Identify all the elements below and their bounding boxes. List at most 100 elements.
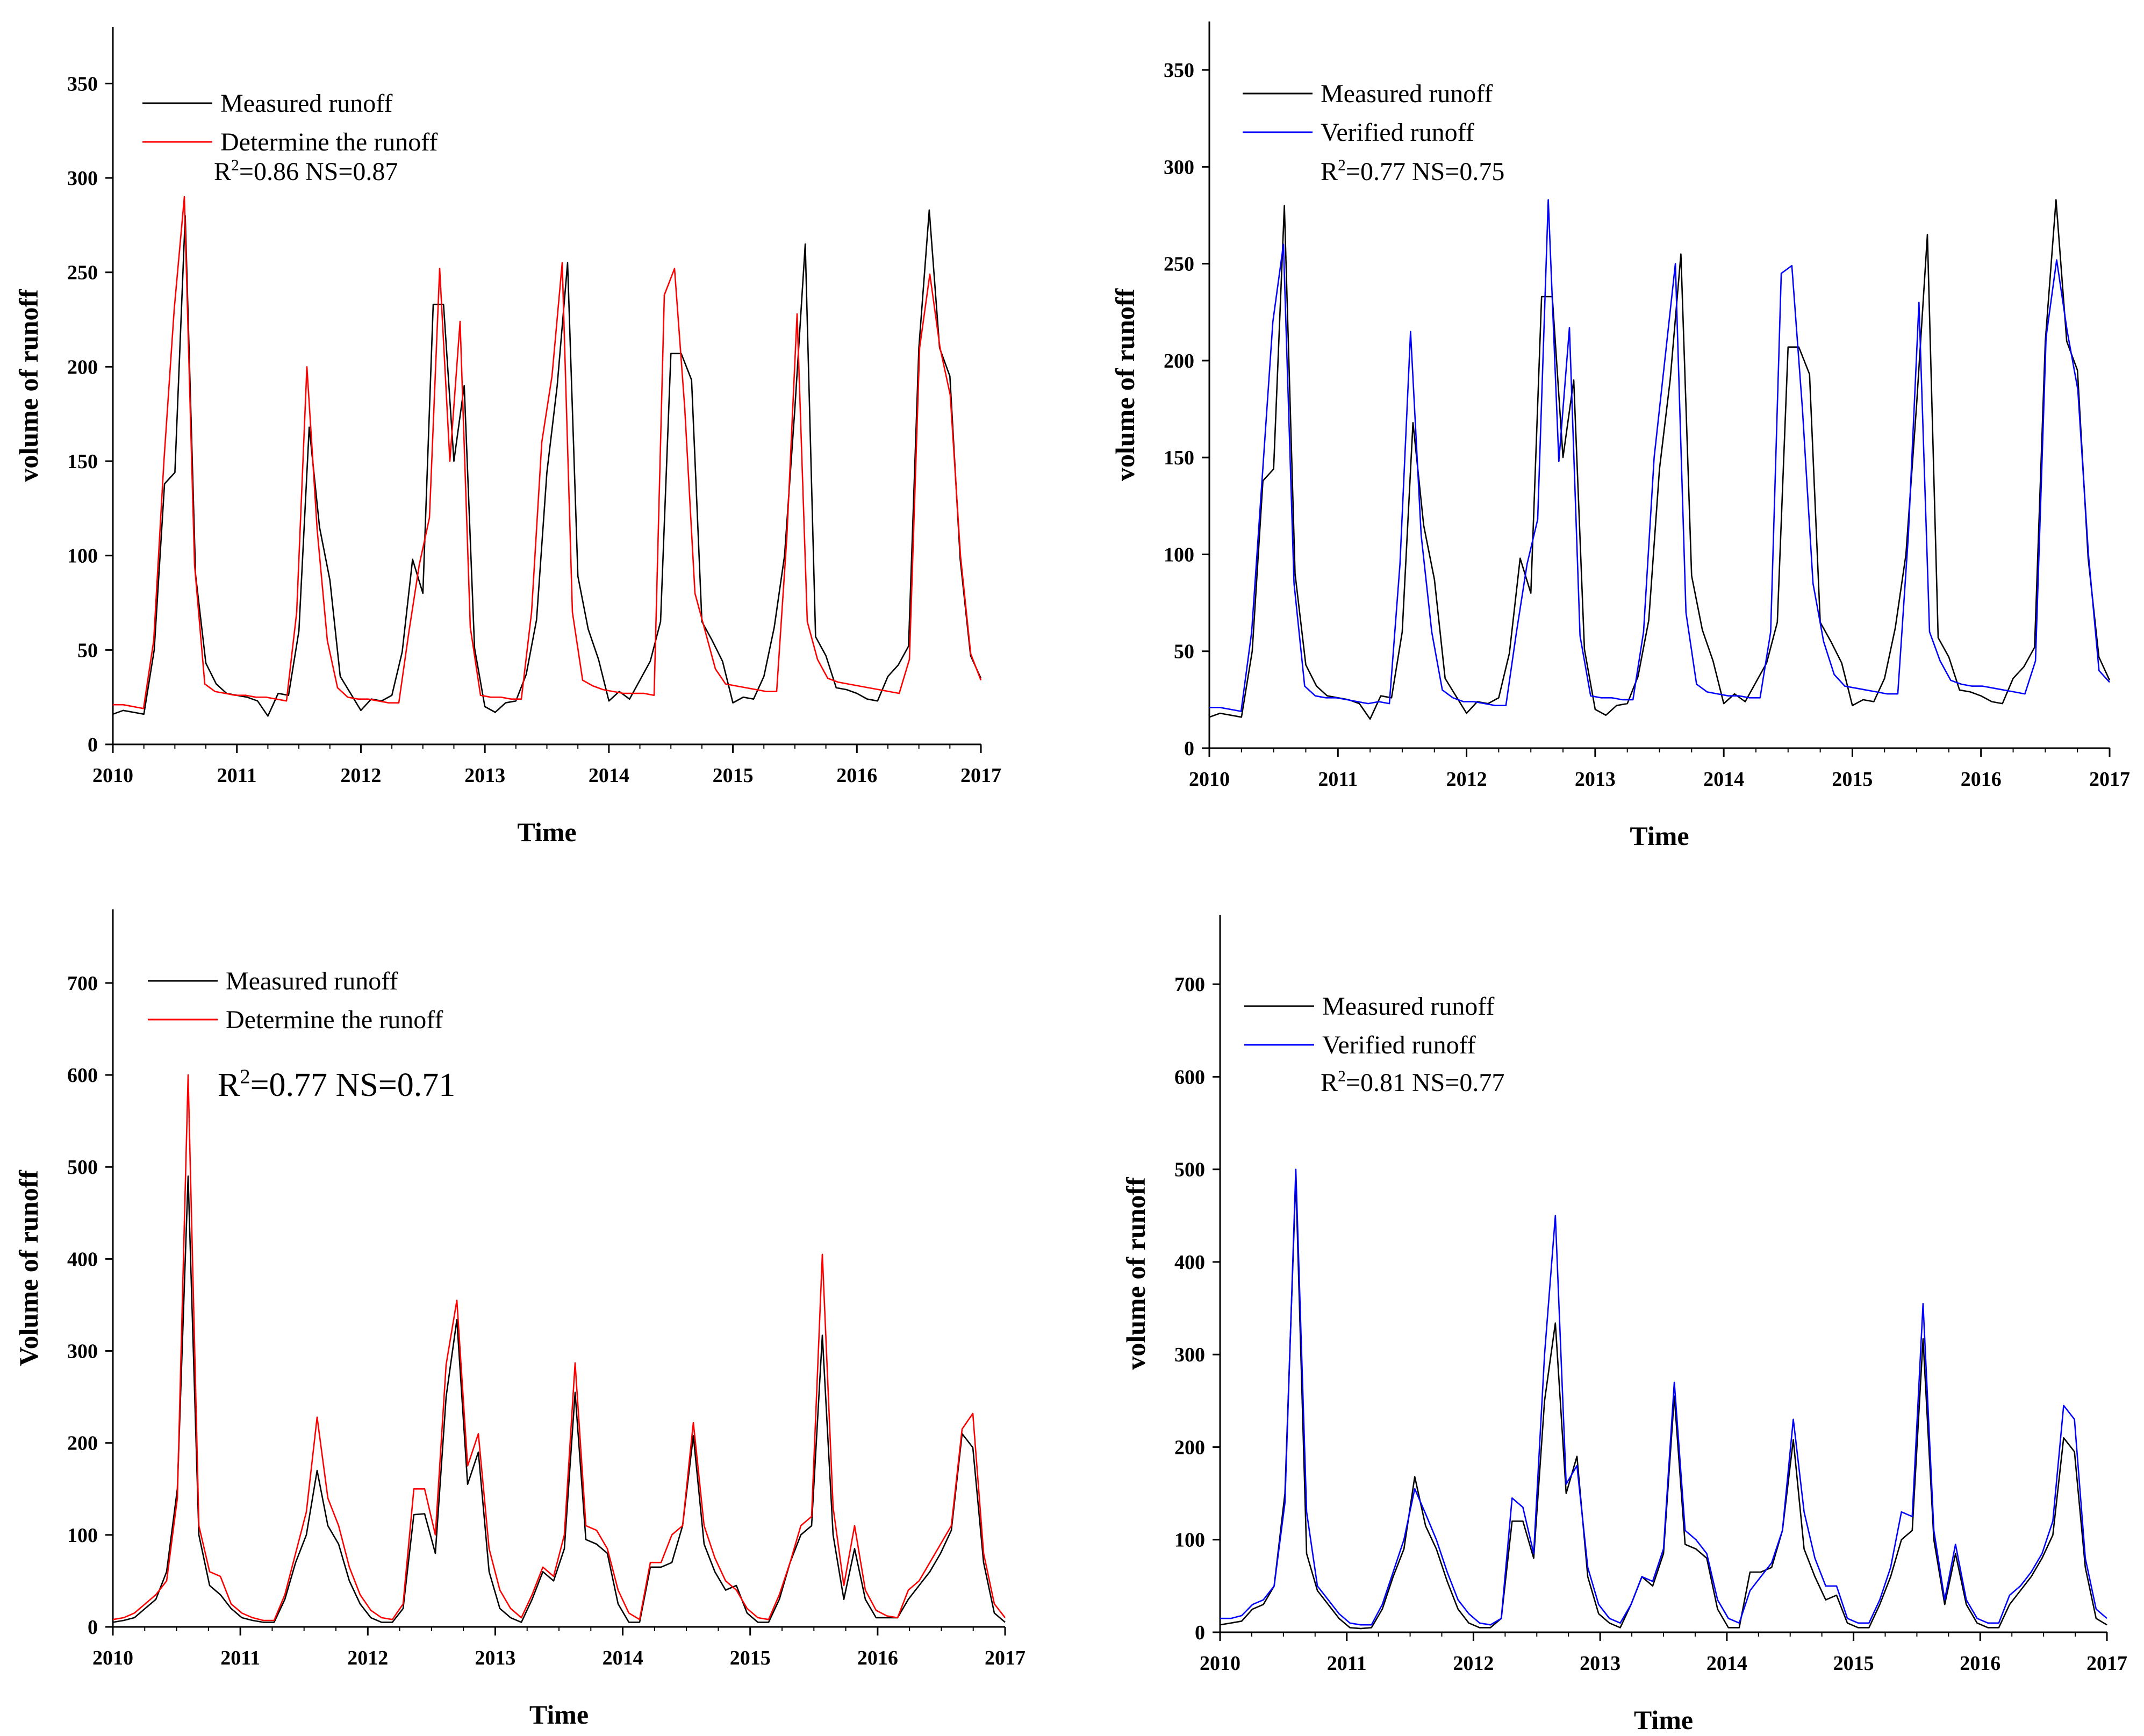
x-tick-label: 2016 [836,764,877,787]
x-tick-label: 2010 [1189,768,1230,791]
y-tick-label: 0 [1195,1622,1205,1644]
stats-annotation: R2=0.81 NS=0.77 [1321,1067,1504,1097]
stats-ns-value: NS=0.75 [1412,157,1504,186]
legend-label: Measured runoff [1321,80,1493,108]
y-tick-label: 200 [67,356,98,378]
x-axis-title: Time [517,817,576,847]
legend-label: Verified runoff [1321,118,1474,147]
x-tick-label: 2012 [340,764,381,787]
y-tick-label: 700 [67,972,98,995]
y-tick-label: 0 [88,1616,98,1639]
x-tick-label: 2014 [1706,1652,1747,1675]
x-tick-label: 2010 [92,1647,133,1669]
y-tick-label: 150 [1164,447,1194,469]
y-axis-title: volume of runoff [1121,1177,1151,1370]
series-line-model [1220,1168,2107,1626]
legend-label: Determine the runoff [226,1006,443,1034]
series-line-model [112,1074,1006,1622]
x-tick-label: 2015 [1832,768,1873,791]
chart-svg-top-left: 0 50 100 150 200 250 300 350 2010 2011 2012 2013 201… [13,27,1001,847]
stats-superscript: 2 [1338,156,1346,174]
series-line-model [113,196,982,709]
stats-r-letter: R [1321,1068,1338,1097]
y-tick-label: 0 [88,734,98,756]
y-tick-label: 250 [67,262,98,284]
x-tick-label: 2011 [217,764,257,787]
y-tick-label: 100 [1164,543,1194,566]
y-axis-title: volume of runoff [1110,288,1140,482]
stats-superscript: 2 [231,156,239,174]
y-tick-label: 100 [67,1524,98,1547]
series-line-measured [1220,1178,2107,1630]
stats-r-letter: R [218,1067,240,1103]
legend-label: Measured runoff [226,967,398,995]
stats-r2-value: =0.77 [250,1067,336,1103]
x-axis-title: Time [1630,821,1689,851]
stats-r-letter: R [1321,157,1338,186]
stats-annotation: R2=0.77 NS=0.75 [1321,156,1504,186]
stats-ns-value: NS=0.71 [336,1067,456,1103]
x-tick-label: 2010 [1200,1652,1240,1675]
x-tick-label: 2014 [603,1647,643,1669]
stats-annotation: R2=0.77 NS=0.71 [218,1065,455,1103]
stats-annotation: R2=0.86 NS=0.87 [214,156,398,186]
stats-r-letter: R [214,157,231,186]
x-tick-label: 2015 [1833,1652,1874,1675]
y-tick-label: 50 [1174,641,1194,663]
y-tick-label: 350 [1164,59,1194,82]
y-tick-label: 500 [67,1156,98,1179]
y-tick-label: 300 [1174,1344,1205,1366]
y-tick-label: 200 [1174,1436,1205,1459]
series-line-measured [1209,199,2111,720]
x-tick-label: 2017 [985,1647,1026,1669]
y-tick-label: 250 [1164,253,1194,276]
legend-label: Verified runoff [1322,1031,1476,1059]
x-tick-label: 2010 [92,764,133,787]
x-tick-label: 2014 [589,764,629,787]
x-tick-label: 2016 [1961,768,2002,791]
x-tick-label: 2016 [1960,1652,2000,1675]
y-tick-label: 300 [1164,156,1194,178]
chart-panel-top-right: 0 50 100 150 200 250 300 350 2010 2011 2012 2013 201… [1072,0,2144,866]
stats-superscript: 2 [240,1065,250,1088]
y-tick-label: 300 [67,1340,98,1363]
stats-superscript: 2 [1338,1067,1346,1085]
y-axis-title: volume of runoff [13,289,44,482]
chart-svg-bottom-right: 0 100 200 300 400 500 600 700 2010 2011 2012 2013 20… [1121,915,2127,1735]
chart-svg-bottom-left: 0 100 200 300 400 500 600 700 2010 2011 2012 2013 20… [13,909,1026,1730]
y-tick-label: 200 [67,1432,98,1455]
x-tick-label: 2011 [220,1647,260,1669]
y-tick-label: 150 [67,450,98,473]
series-line-measured [112,1175,1006,1623]
y-tick-label: 400 [67,1248,98,1271]
y-axis-title: Volume of runoff [13,1170,44,1366]
legend-label: Determine the runoff [220,128,438,156]
y-tick-label: 500 [1174,1159,1205,1181]
x-tick-label: 2011 [1318,768,1358,791]
series-line-measured [112,209,982,717]
y-tick-label: 100 [67,545,98,568]
x-tick-label: 2014 [1703,768,1744,791]
legend-label: Measured runoff [1322,992,1494,1021]
y-tick-label: 100 [1174,1529,1205,1552]
x-tick-label: 2013 [1575,768,1616,791]
y-tick-label: 600 [67,1064,98,1087]
stats-ns-value: NS=0.87 [305,157,398,186]
y-tick-label: 700 [1174,973,1205,996]
stats-r2-value: =0.77 [1346,157,1412,186]
x-tick-label: 2012 [1446,768,1487,791]
x-tick-label: 2012 [347,1647,388,1669]
x-tick-label: 2011 [1327,1652,1367,1675]
x-tick-label: 2013 [1580,1652,1620,1675]
y-tick-label: 50 [77,639,98,662]
chart-panel-top-left: 0 50 100 150 200 250 300 350 2010 2011 2012 2013 201… [0,0,1072,866]
y-tick-label: 400 [1174,1251,1205,1274]
chart-panel-bottom-right: 0 100 200 300 400 500 600 700 2010 2011 2012 2013 20… [1072,866,2144,1735]
x-tick-label: 2015 [730,1647,771,1669]
y-tick-label: 200 [1164,350,1194,372]
x-tick-label: 2015 [713,764,754,787]
x-tick-label: 2017 [2086,1652,2127,1675]
x-tick-label: 2017 [2089,768,2130,791]
chart-panel-bottom-left: 0 100 200 300 400 500 600 700 2010 2011 2012 2013 20… [0,866,1072,1733]
